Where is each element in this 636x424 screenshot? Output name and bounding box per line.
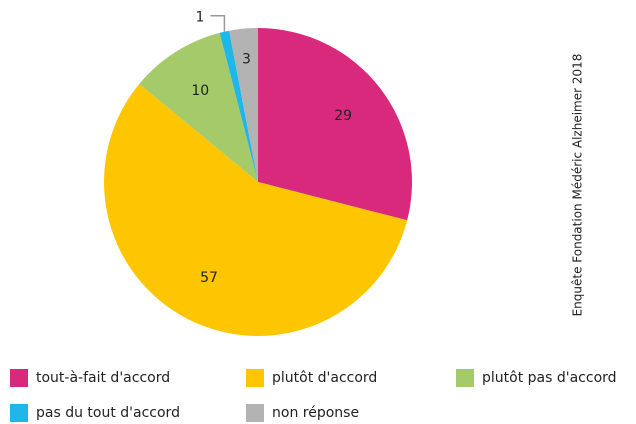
legend-swatch: [246, 404, 264, 422]
pie-slice: [258, 28, 412, 221]
pie-slice: [229, 28, 258, 182]
pie-slice: [103, 83, 408, 337]
leader-line: [210, 14, 226, 32]
legend-swatch: [10, 404, 28, 422]
legend-label: plutôt pas d'accord: [482, 370, 617, 386]
legend-label: non réponse: [272, 405, 359, 421]
legend-swatch: [10, 369, 28, 387]
data-label: 29: [334, 108, 352, 124]
legend-swatch: [456, 369, 474, 387]
legend-label: pas du tout d'accord: [36, 405, 180, 421]
pie-slice: [139, 32, 258, 182]
legend-swatch: [246, 369, 264, 387]
data-label: 1: [195, 10, 204, 26]
source: Enquête Fondation Médéric Alzheimer 2018: [571, 54, 585, 317]
data-label: 57: [200, 270, 218, 286]
legend-label: plutôt d'accord: [272, 370, 377, 386]
legend-label: tout-à-fait d'accord: [36, 370, 170, 386]
data-label: 3: [242, 51, 251, 67]
data-label: 10: [191, 83, 209, 99]
pie-slice: [219, 30, 258, 182]
